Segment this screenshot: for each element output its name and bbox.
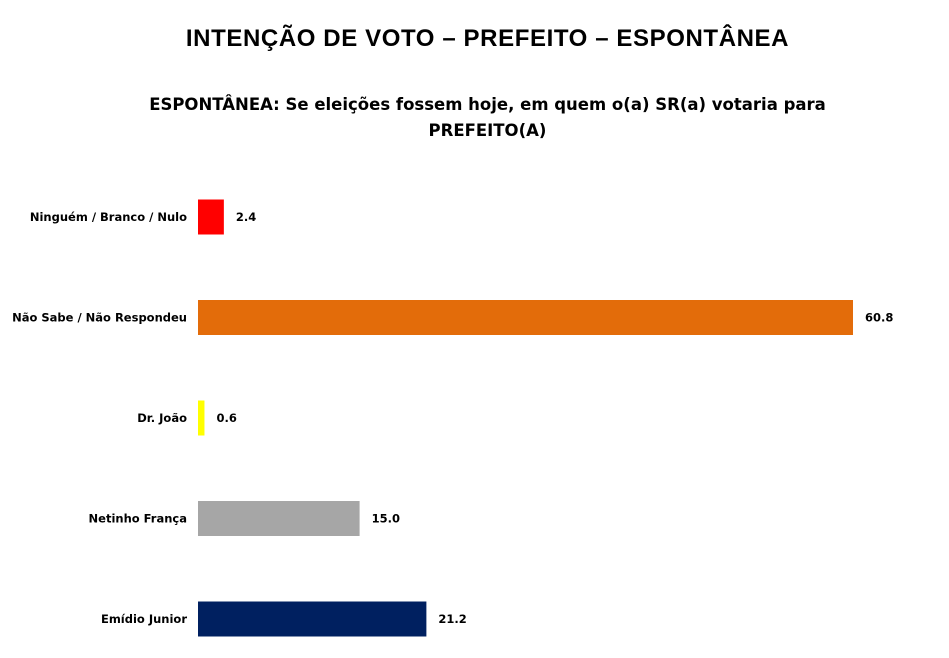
category-label: Dr. João: [137, 411, 187, 425]
bar: [198, 501, 360, 536]
category-label: Emídio Junior: [101, 612, 187, 626]
bar: [198, 199, 224, 235]
chart-subtitle: ESPONTÂNEA: Se eleições fossem hoje, em …: [149, 95, 826, 140]
value-label: 0.6: [216, 411, 236, 425]
category-label: Não Sabe / Não Respondeu: [12, 311, 187, 325]
category-label: Ninguém / Branco / Nulo: [30, 210, 187, 224]
bars: [198, 199, 853, 637]
value-label: 21.2: [438, 612, 466, 626]
category-labels: Ninguém / Branco / Nulo Não Sabe / Não Re…: [12, 210, 187, 626]
bar: [198, 400, 205, 436]
value-label: 15.0: [372, 512, 400, 526]
value-labels: 2.4 60.8 0.6 15.0 21.2: [216, 210, 893, 626]
value-label: 2.4: [236, 210, 256, 224]
value-label: 60.8: [865, 311, 893, 325]
bar: [198, 300, 853, 335]
category-label: Netinho França: [89, 512, 187, 526]
bar: [198, 601, 427, 637]
page-title: INTENÇÃO DE VOTO – PREFEITO – ESPONTÂNEA: [185, 25, 790, 52]
